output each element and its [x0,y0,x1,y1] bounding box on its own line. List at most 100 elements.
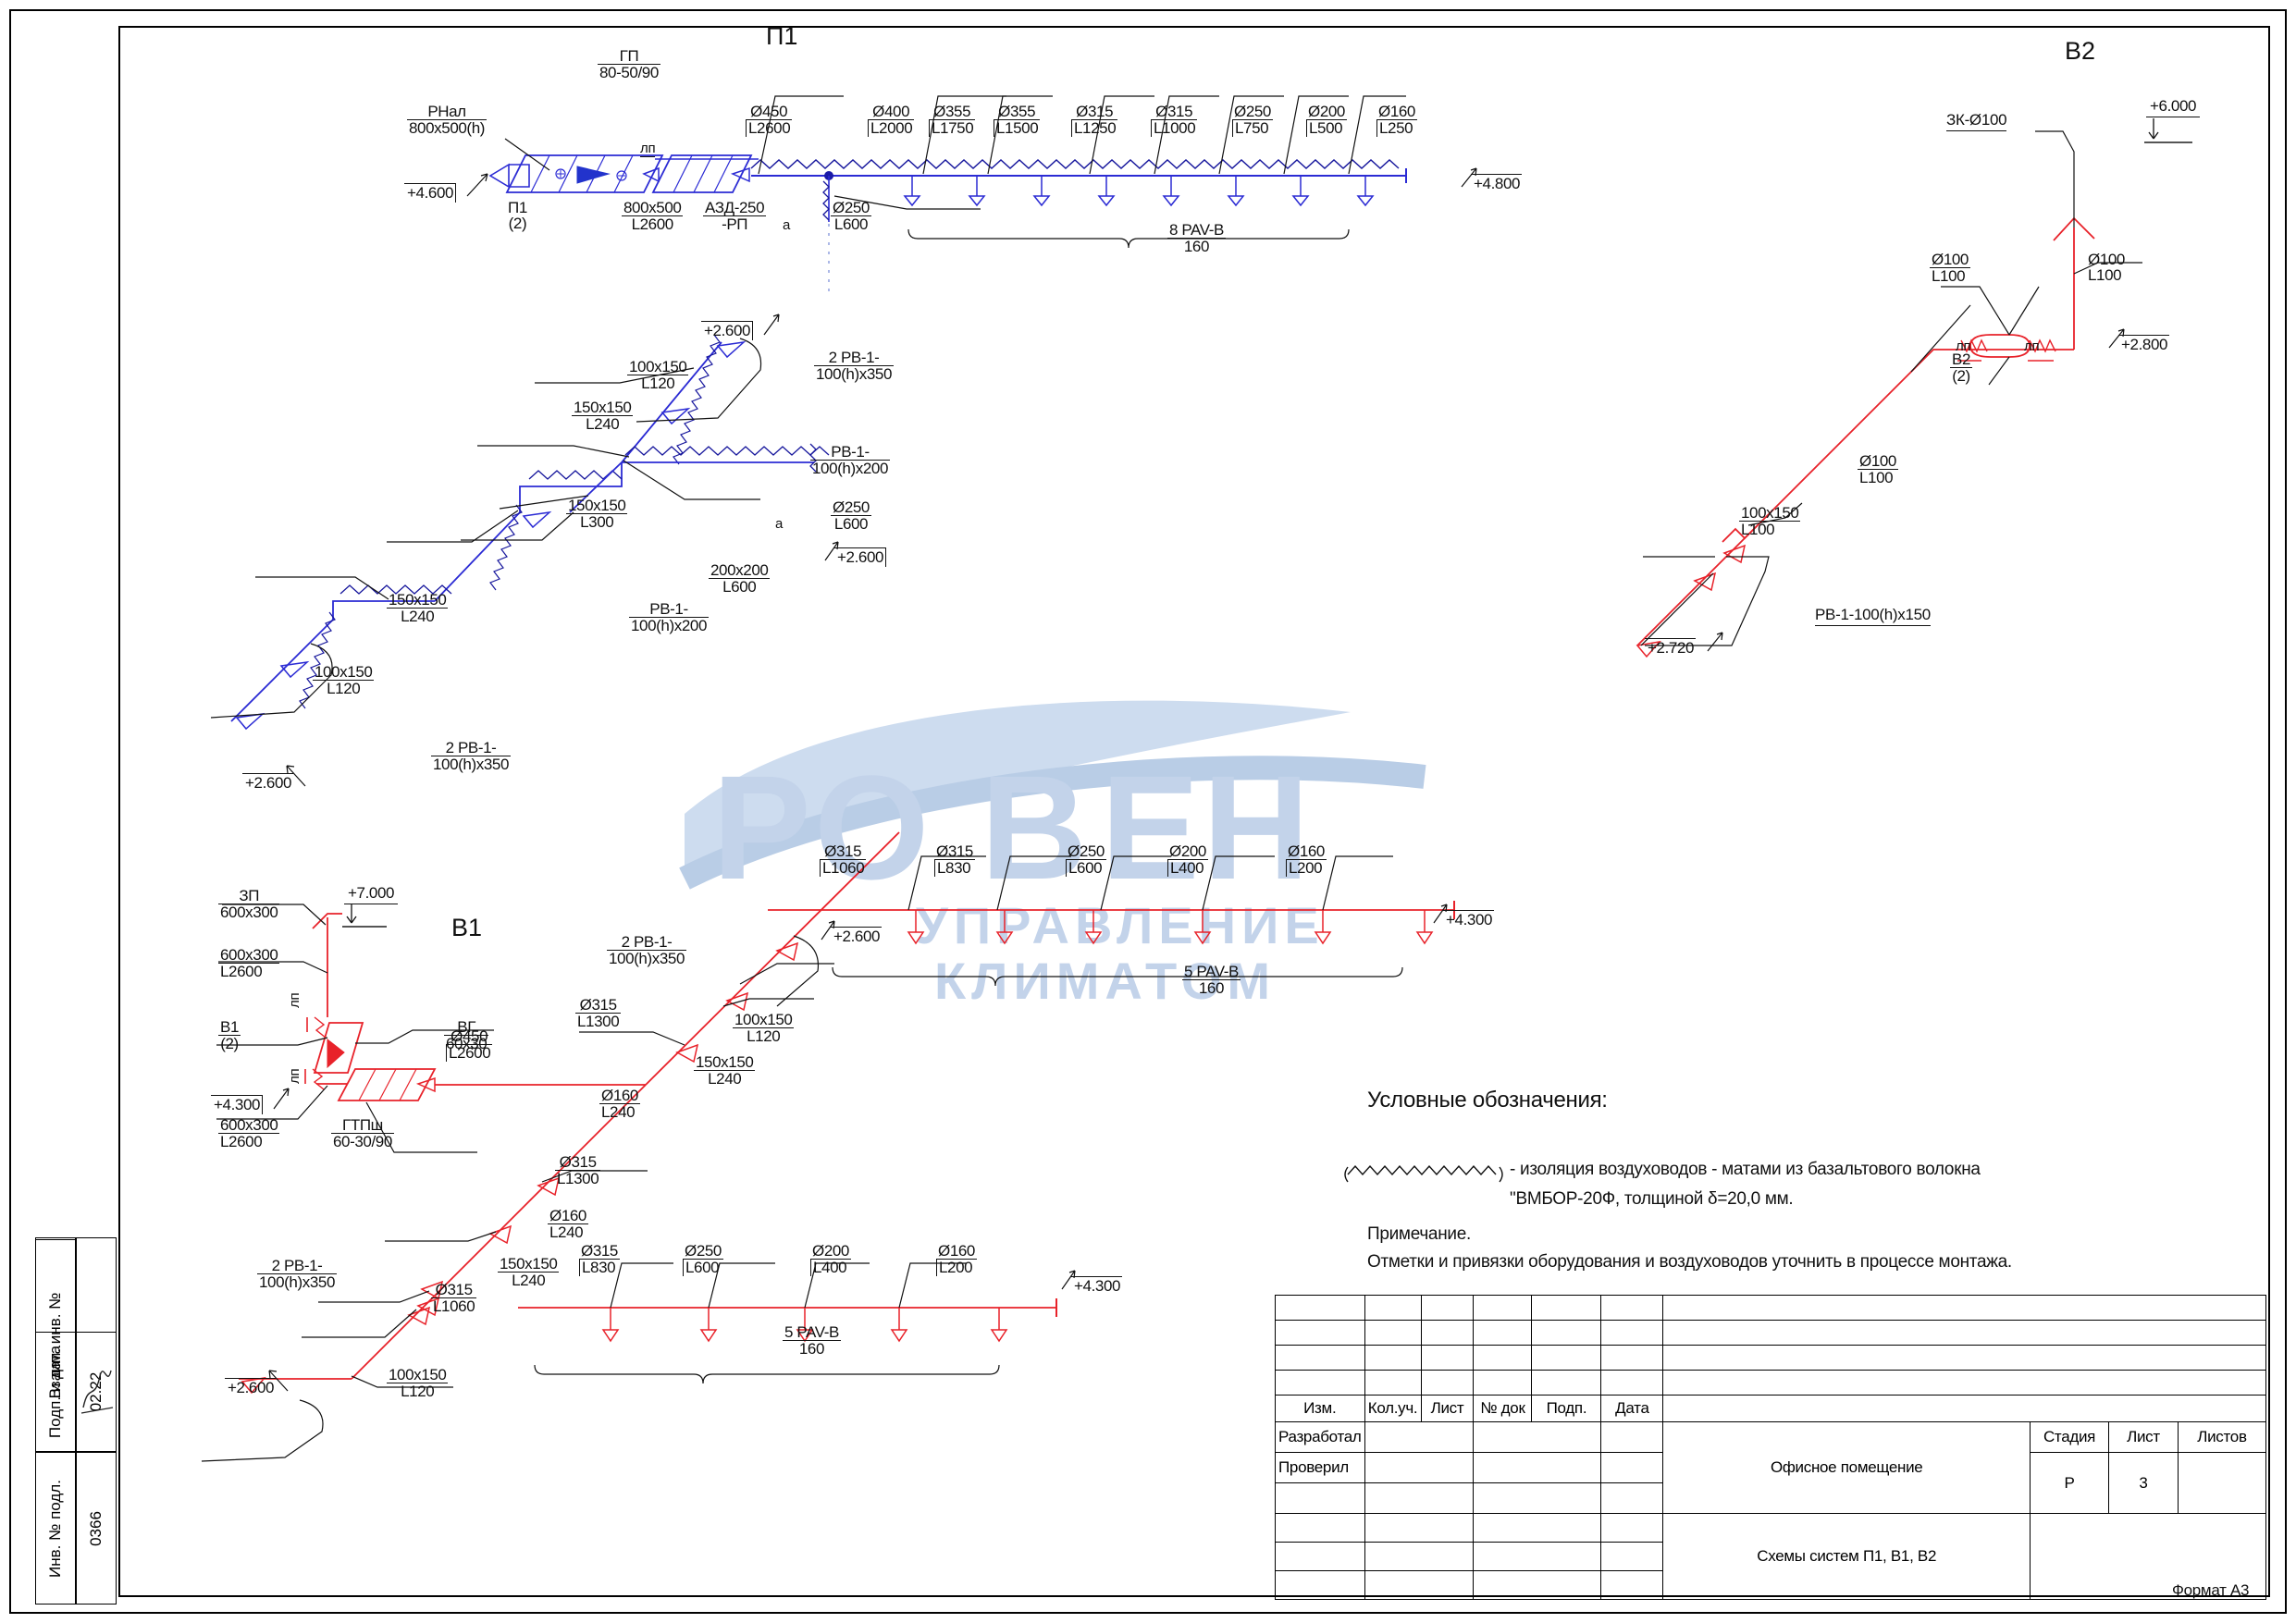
b1-main-label: Ø450 L2600 [446,1028,493,1062]
tb-cell [1275,1370,1365,1396]
legend-insulation-line1: - изоляция воздуховодов - матами из база… [1510,1160,1981,1179]
b2-level-bottom: +2.720 [1645,638,1697,658]
b1-level-fan-arrow [273,1088,290,1110]
b1-level-lower-main: +4.300 [1071,1276,1123,1296]
b1-level-roof-arrow [342,904,387,928]
tb-cell [1473,1345,1533,1371]
p1-branch-mark-a: а [775,516,784,532]
b2-grille-label: РВ-1-100(h)x150 [1815,606,1931,626]
tb-cell [1473,1513,1602,1543]
tb-cell [1420,1370,1475,1396]
b1-level-upper-branch-arrow [821,920,835,941]
tb-cell [1473,1570,1602,1600]
p1-unit-level: +4.600 [404,183,457,203]
b1-riser-d315-lower: Ø315 L1300 [555,1153,601,1188]
tb-cell [1364,1482,1475,1514]
b2-riser-label: Ø100 L100 [2088,251,2125,285]
tb-cell [1473,1295,1533,1321]
p1-duct-7: Ø200 L500 [1306,103,1347,138]
b1-silencer-label: ГТПш 60-30/90 [331,1116,394,1151]
tb-cell [1473,1482,1602,1514]
b1-level-upper-main-arrow [1433,904,1448,924]
stamp-inv-podl-label: Инв. № подл. [46,1479,64,1578]
tb-cell [1420,1345,1475,1371]
b1-schematic [201,831,900,1462]
b1-lower-duct-2: Ø200 L400 [810,1242,851,1277]
b1-lower-duct-3: Ø160 L200 [936,1242,977,1277]
tb-cell [1600,1320,1664,1346]
tb-cell [1473,1421,1602,1453]
tb-cell [1364,1542,1475,1571]
b1-duct-out-label: 600x300 L2600 [218,1116,280,1151]
tb-cell [1275,1513,1365,1543]
b1-riser-150x150-lower: 150x150 L240 [498,1255,560,1290]
b1-upper-diffusers: 5 PAV-B 160 [1182,963,1241,998]
b1-level-roof: +7.000 [344,884,399,904]
tb-header-stadia: Стадия [2030,1421,2109,1453]
tb-cell [1364,1370,1422,1396]
p1-branch-level-upper-arrow [763,314,780,336]
tb-cell [1364,1295,1422,1321]
tb-cell [1600,1370,1664,1396]
p1-schematic [488,95,1407,296]
b1-lp-upper: лп [287,992,302,1008]
p1-unit-leader [504,138,550,171]
b1-level-lower-branch-arrow [268,1370,289,1392]
b2-schematic [1636,130,2142,658]
tb-header-koluch: Кол.уч. [1364,1395,1422,1422]
b1-riser-150x150-upper: 150x150 L240 [694,1053,756,1088]
stamp-label-box-2: Подп. и дата [35,1332,76,1452]
title-block-blank-row [1275,1295,2266,1321]
b1-upper-duct-3: Ø200 L400 [1167,842,1208,878]
p1-unit-tag: П1 (2) [508,199,527,233]
tb-cell [1662,1320,2266,1346]
tb-cell [1473,1542,1602,1571]
title-block: Изм. Кол.уч. Лист № док Подп. Дата Разра… [1275,1295,2267,1600]
tb-cell [1600,1513,1664,1543]
title-block-header-row: Изм. Кол.уч. Лист № док Подп. Дата [1275,1395,2266,1422]
p1-branch-grille-rv1-upper: РВ-1- 100(h)x200 [810,443,891,478]
b1-riser-d160-lower: Ø160 L240 [548,1207,588,1242]
b1-lower-run [518,1262,1057,1384]
b1-lower-diffusers: 5 PAV-B 160 [783,1323,841,1359]
p1-duct-6: Ø250 L750 [1232,103,1273,138]
b2-lp-left: лп [1956,338,1971,354]
stamp-value-box-3: 0366 [76,1452,117,1605]
b1-upper-duct-4: Ø160 L200 [1286,842,1327,878]
p1-duct-8: Ø160 L250 [1376,103,1417,138]
system-title-b2: В2 [2065,37,2096,65]
b1-level-lower-branch: +2.600 [225,1378,277,1397]
b2-level-top-arrow [2144,118,2192,143]
b2-branch-label: 100x150 L100 [1739,504,1801,539]
tb-cell [1473,1370,1533,1396]
b2-fan-tag: В2 (2) [1950,350,1972,386]
b2-level-fan: +2.800 [2118,335,2170,354]
b1-upper-grille-2rv1: 2 РВ-1- 100(h)x350 [607,933,687,968]
system-title-b1: В1 [451,914,483,941]
tb-cell [1275,1542,1365,1571]
tb-cell [1364,1345,1422,1371]
b1-level-fan: +4.300 [211,1095,264,1114]
b1-riser-d160-upper: Ø160 L240 [599,1087,640,1122]
title-block-drawing-row-3 [1275,1570,2266,1600]
title-block-blank-row [1275,1345,2266,1371]
b1-upper-run [768,855,1455,987]
tb-cell [1420,1295,1475,1321]
tb-header-listov: Листов [2177,1421,2267,1453]
tb-cell [1600,1542,1664,1571]
p1-duct-1: Ø400 L2000 [868,104,915,137]
p1-branch-level-lower: +2.600 [242,773,294,793]
p1-branch-100x150-upper: 100x150 L120 [627,358,689,393]
tb-header-ndok: № док [1473,1395,1533,1422]
b1-riser-100x150: 100x150 L120 [733,1011,795,1046]
p1-lp-mark: лп [640,141,656,157]
tb-role-razrabotal: Разработал [1275,1421,1365,1453]
p1-main-level-arrow [1461,167,1477,188]
tb-header-list: Лист [1420,1395,1475,1422]
tb-cell [1275,1345,1365,1371]
tb-sheets-value [2177,1452,2267,1514]
b1-level-upper-main: +4.300 [1443,910,1495,929]
tb-cell [1531,1295,1602,1321]
legend-insulation-symbol [1344,1164,1503,1183]
